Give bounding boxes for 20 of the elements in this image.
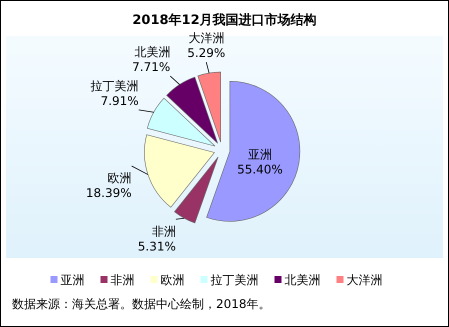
- source-note: 数据来源：海关总署。数据中心绘制，2018年。: [12, 297, 271, 311]
- legend-label: 大洋洲: [346, 273, 382, 287]
- slice-label: 非洲: [152, 224, 176, 238]
- legend-label: 非洲: [110, 273, 134, 287]
- chart-title: 2018年12月我国进口市场结构: [132, 12, 317, 28]
- data-label: 18.39%: [86, 186, 132, 200]
- data-label: 55.40%: [237, 162, 283, 176]
- slice-label: 大洋洲: [188, 31, 224, 46]
- data-label: 5.29%: [187, 46, 226, 60]
- data-label: 7.71%: [132, 60, 170, 74]
- slice-label: 拉丁美洲: [90, 78, 139, 93]
- data-label: 5.31%: [138, 239, 176, 254]
- slice-label: 北美洲: [134, 45, 170, 60]
- legend-label: 亚洲: [60, 273, 84, 287]
- data-label: 7.91%: [100, 94, 139, 108]
- legend-label: 欧洲: [160, 273, 184, 287]
- legend-label: 拉丁美洲: [210, 273, 258, 287]
- slice-label: 欧洲: [108, 171, 132, 185]
- slice-label: 亚洲: [248, 147, 272, 162]
- legend-label: 北美洲: [284, 273, 320, 287]
